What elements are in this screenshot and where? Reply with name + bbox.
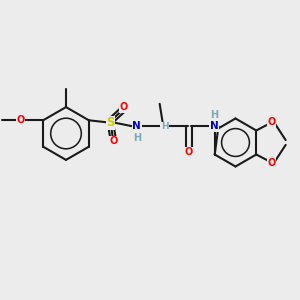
Text: O: O xyxy=(120,102,128,112)
Text: O: O xyxy=(16,115,25,125)
Text: O: O xyxy=(268,117,276,127)
Text: N: N xyxy=(210,121,219,131)
Text: S: S xyxy=(106,116,115,129)
Text: N: N xyxy=(133,121,141,131)
Text: O: O xyxy=(109,136,118,146)
Text: H: H xyxy=(161,122,169,131)
Text: O: O xyxy=(184,147,193,158)
Text: O: O xyxy=(268,158,276,168)
Text: H: H xyxy=(210,110,218,120)
Text: H: H xyxy=(133,133,141,143)
